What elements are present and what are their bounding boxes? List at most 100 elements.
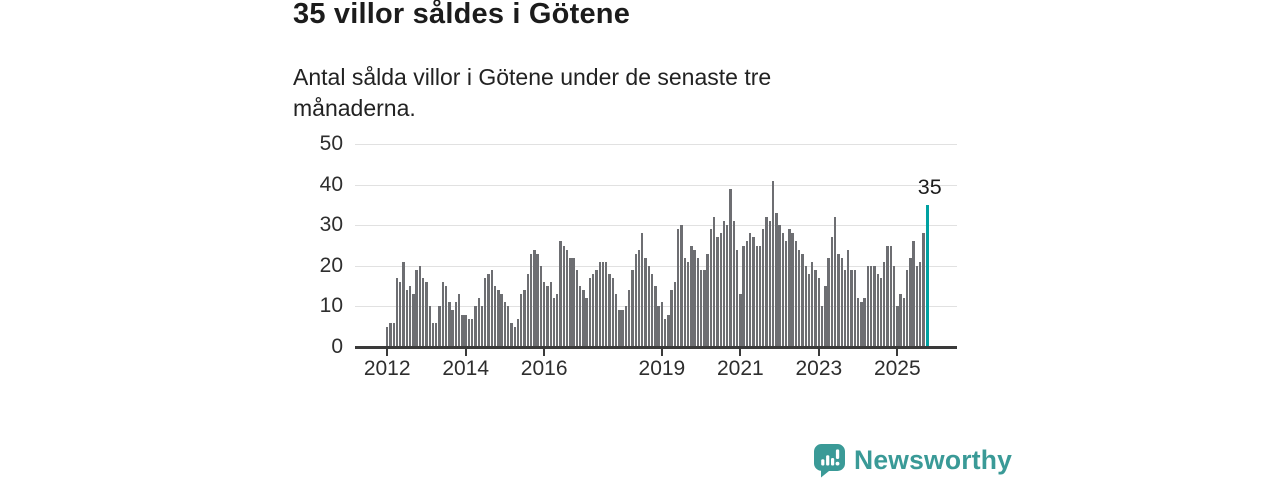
bar — [752, 237, 755, 347]
bar — [412, 294, 415, 347]
bar — [922, 233, 925, 347]
bar — [592, 273, 595, 347]
bar — [670, 290, 673, 347]
bar — [788, 229, 791, 347]
bar — [477, 298, 480, 347]
bar — [657, 306, 660, 347]
bar — [425, 282, 428, 347]
bar — [598, 261, 601, 347]
bar — [552, 298, 556, 347]
bar — [513, 326, 516, 347]
bar — [435, 322, 438, 347]
bar — [454, 302, 458, 347]
bar — [886, 245, 889, 347]
bar — [784, 241, 788, 347]
gridline — [355, 184, 957, 186]
bar — [781, 233, 785, 347]
bar — [621, 310, 624, 347]
bar — [719, 233, 722, 347]
bar — [546, 286, 549, 347]
bar — [690, 245, 693, 347]
bar — [467, 318, 471, 347]
y-tick-label: 20 — [319, 253, 343, 277]
y-tick-label: 40 — [319, 172, 343, 196]
chart-subtitle: Antal sålda villor i Götene under de sen… — [293, 64, 772, 121]
bar — [634, 253, 637, 347]
bar — [814, 269, 817, 347]
bar — [762, 229, 765, 347]
bar — [536, 253, 539, 347]
bar — [575, 269, 579, 347]
bar — [905, 269, 909, 347]
bar — [562, 245, 565, 347]
bar — [748, 233, 752, 347]
x-tick-mark — [896, 348, 899, 356]
bar — [663, 318, 667, 347]
bar — [487, 273, 490, 347]
bar — [402, 261, 405, 347]
bar — [820, 306, 824, 347]
bar — [801, 253, 804, 347]
bar — [497, 290, 500, 347]
bar — [847, 249, 850, 347]
x-axis-line — [355, 345, 957, 349]
x-tick-label: 2025 — [873, 357, 921, 380]
bar — [461, 314, 464, 347]
bar — [569, 257, 572, 347]
bar — [696, 257, 700, 347]
bar — [915, 265, 919, 347]
bar — [539, 265, 543, 347]
x-tick-mark — [660, 348, 663, 356]
bar — [474, 306, 477, 347]
bar — [618, 310, 621, 347]
bar — [739, 294, 742, 347]
bar — [572, 257, 575, 347]
bar — [421, 277, 425, 347]
bar — [520, 294, 523, 347]
newsworthy-wordmark: Newsworthy — [854, 445, 1013, 475]
gridline — [355, 225, 957, 227]
bar — [716, 237, 719, 347]
bar — [860, 302, 863, 347]
bar — [448, 302, 451, 347]
bar — [585, 298, 588, 347]
bar — [896, 306, 899, 347]
bar — [729, 188, 732, 347]
bar — [506, 306, 510, 347]
bar — [794, 241, 798, 347]
bar — [601, 261, 605, 347]
bar — [866, 265, 870, 347]
highlighted-bar — [925, 204, 929, 347]
bar — [883, 261, 886, 347]
bar — [735, 249, 739, 347]
bar — [582, 290, 585, 347]
bar — [608, 273, 611, 347]
bar — [778, 225, 781, 347]
bar — [510, 322, 513, 347]
bar — [542, 282, 546, 347]
y-tick-label: 50 — [319, 132, 343, 155]
bar — [399, 282, 402, 347]
gridline — [355, 144, 957, 145]
bar — [471, 318, 474, 347]
bar — [827, 257, 830, 347]
bar — [588, 277, 592, 347]
bar — [614, 294, 618, 347]
bar — [484, 277, 487, 347]
bar — [745, 241, 749, 347]
bar — [722, 221, 726, 347]
bar — [644, 257, 647, 347]
bar — [503, 302, 507, 347]
bar — [457, 294, 461, 347]
bar — [490, 269, 494, 347]
bar — [680, 225, 683, 347]
bar — [500, 294, 503, 347]
bar — [408, 286, 412, 347]
x-tick-mark — [817, 348, 820, 356]
bar — [516, 318, 520, 347]
bar — [418, 265, 422, 347]
gridline — [355, 265, 957, 267]
